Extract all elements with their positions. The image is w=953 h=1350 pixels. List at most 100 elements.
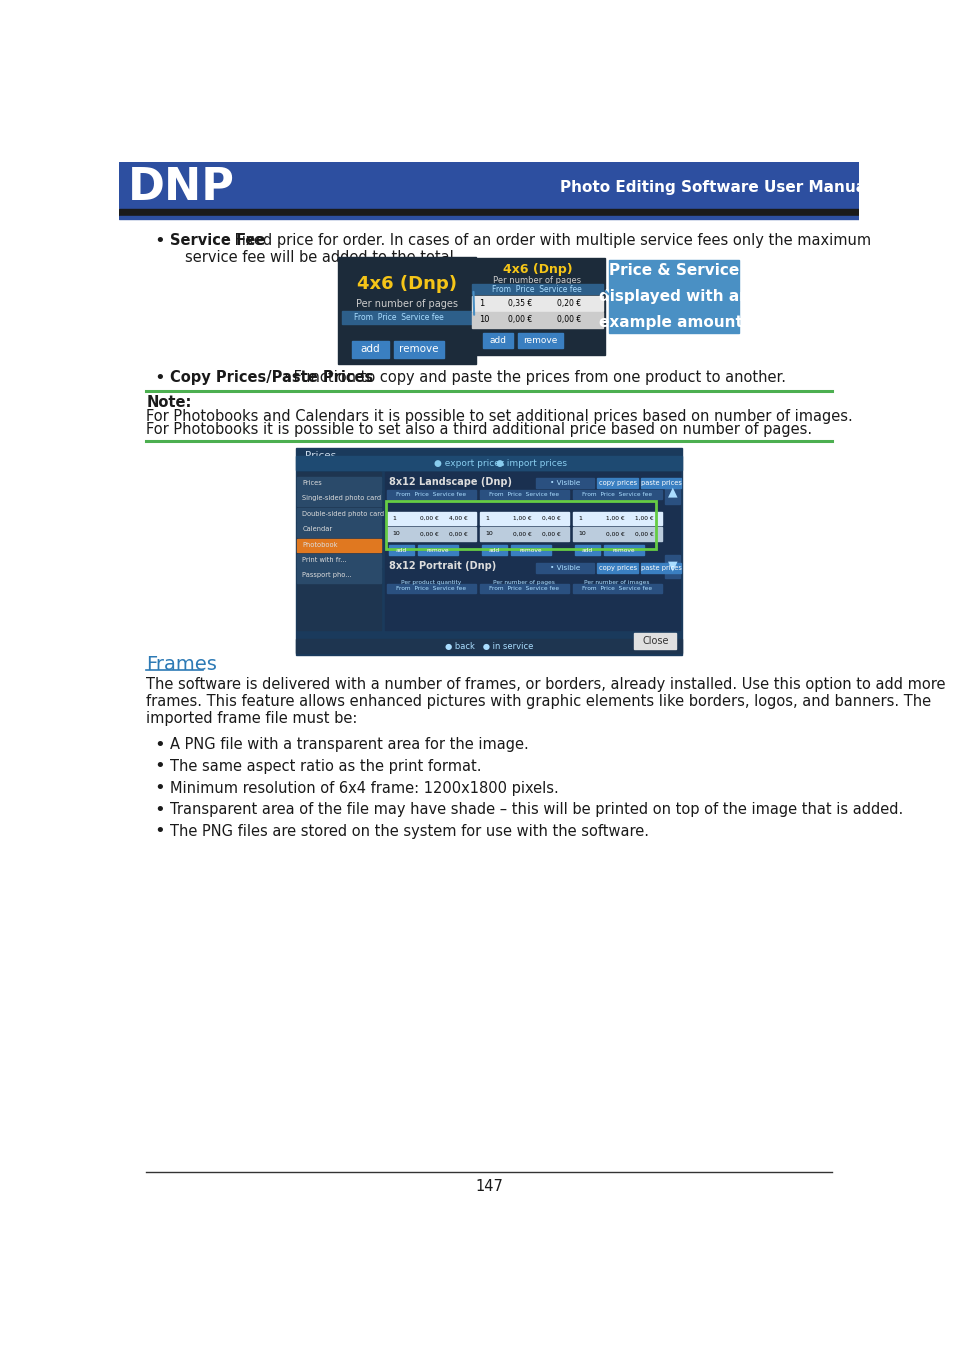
Bar: [386, 490, 476, 500]
Text: From  Price  Service fee: From Price Service fee: [354, 313, 443, 323]
Bar: [295, 456, 681, 470]
Text: 10: 10: [478, 316, 489, 324]
Text: From  Price  Service fee: From Price Service fee: [395, 493, 466, 497]
Text: 0,00 €: 0,00 €: [635, 532, 654, 536]
Bar: [479, 585, 568, 593]
Bar: [119, 162, 858, 208]
Bar: [385, 471, 679, 630]
Text: Transparent area of the file may have shade – this will be printed on top of the: Transparent area of the file may have sh…: [170, 802, 902, 817]
Text: : Function to copy and paste the prices from one product to another.: : Function to copy and paste the prices …: [284, 370, 785, 385]
Bar: [297, 477, 381, 491]
Bar: [417, 545, 457, 555]
Text: 0,00 €: 0,00 €: [449, 532, 468, 536]
Text: Frames: Frames: [146, 655, 217, 674]
Text: 0,00 €: 0,00 €: [507, 316, 532, 324]
Text: : Fixed price for order. In cases of an order with multiple service fees only th: : Fixed price for order. In cases of an …: [225, 234, 871, 248]
Text: 10: 10: [485, 532, 493, 536]
Text: Double-sided photo card: Double-sided photo card: [302, 510, 384, 517]
Text: add: add: [488, 548, 499, 552]
Text: ● back   ● in service: ● back ● in service: [444, 641, 533, 651]
Bar: [295, 448, 681, 655]
Text: Calendar: Calendar: [302, 526, 332, 532]
Bar: [479, 490, 568, 500]
Text: 1,00 €: 1,00 €: [635, 516, 654, 521]
Bar: [536, 478, 594, 489]
Bar: [633, 633, 676, 648]
Text: remove: remove: [398, 344, 437, 354]
Text: 0,00 €: 0,00 €: [513, 532, 531, 536]
Bar: [297, 524, 381, 537]
Text: From  Price  Service fee: From Price Service fee: [581, 586, 652, 591]
Text: Photo Editing Software User Manual: Photo Editing Software User Manual: [559, 180, 871, 194]
Text: 8x12 Landscape (Dnp): 8x12 Landscape (Dnp): [389, 477, 512, 486]
Text: • Visible: • Visible: [549, 481, 579, 486]
Text: 0,00 €: 0,00 €: [605, 532, 624, 536]
Text: remove: remove: [612, 548, 635, 552]
Text: •: •: [154, 232, 165, 250]
Bar: [664, 555, 679, 578]
Bar: [483, 333, 513, 348]
Bar: [297, 554, 381, 568]
Text: Service Fee: Service Fee: [170, 234, 265, 248]
Text: •: •: [154, 779, 165, 796]
Text: frames. This feature allows enhanced pictures with graphic elements like borders: frames. This feature allows enhanced pic…: [146, 694, 930, 709]
Text: For Photobooks it is possible to set also a third additional price based on numb: For Photobooks it is possible to set als…: [146, 423, 812, 437]
Text: Print with fr...: Print with fr...: [302, 558, 346, 563]
Bar: [640, 478, 680, 489]
Bar: [394, 340, 443, 358]
Bar: [389, 545, 414, 555]
Text: 1,00 €: 1,00 €: [605, 516, 624, 521]
Bar: [341, 312, 472, 324]
Text: Note:: Note:: [146, 394, 192, 410]
Bar: [297, 493, 381, 506]
Text: 1,00 €: 1,00 €: [513, 516, 531, 521]
Bar: [119, 216, 858, 219]
Text: add: add: [581, 548, 593, 552]
Text: ▼: ▼: [667, 560, 677, 572]
Text: 0,40 €: 0,40 €: [541, 516, 560, 521]
Text: Per number of pages: Per number of pages: [493, 277, 580, 285]
Text: 0,00 €: 0,00 €: [419, 532, 438, 536]
Text: •: •: [154, 822, 165, 840]
Text: 0,20 €: 0,20 €: [557, 300, 580, 308]
Bar: [352, 340, 389, 358]
Text: Per product quantity: Per product quantity: [400, 580, 461, 585]
Text: ● export prices: ● export prices: [434, 459, 504, 467]
Text: 4,00 €: 4,00 €: [449, 516, 468, 521]
Bar: [572, 490, 661, 500]
Text: 1: 1: [478, 300, 483, 308]
Bar: [119, 209, 858, 216]
Text: 0,00 €: 0,00 €: [556, 316, 580, 324]
Text: 4x6 (Dnp): 4x6 (Dnp): [356, 275, 456, 293]
Text: remove: remove: [522, 336, 557, 346]
Text: paste prices: paste prices: [639, 564, 680, 571]
Text: imported frame file must be:: imported frame file must be:: [146, 711, 357, 726]
Text: For Photobooks and Calendars it is possible to set additional prices based on nu: For Photobooks and Calendars it is possi…: [146, 409, 852, 424]
Bar: [572, 526, 661, 541]
Text: Close: Close: [641, 636, 668, 645]
Text: remove: remove: [519, 548, 541, 552]
Text: Minimum resolution of 6x4 frame: 1200x1800 pixels.: Minimum resolution of 6x4 frame: 1200x18…: [170, 780, 558, 795]
Bar: [295, 640, 681, 653]
Text: The same aspect ratio as the print format.: The same aspect ratio as the print forma…: [170, 759, 480, 774]
Text: The software is delivered with a number of frames, or borders, already installed: The software is delivered with a number …: [146, 678, 944, 693]
Text: ● import prices: ● import prices: [496, 459, 566, 467]
Bar: [510, 545, 550, 555]
Text: Copy Prices/Paste Prices: Copy Prices/Paste Prices: [170, 370, 373, 385]
Text: paste prices: paste prices: [639, 481, 680, 486]
Text: 1: 1: [578, 516, 582, 521]
Text: add: add: [489, 336, 506, 346]
Bar: [386, 585, 476, 593]
Bar: [472, 284, 602, 294]
Text: 10: 10: [393, 532, 400, 536]
Text: The PNG files are stored on the system for use with the software.: The PNG files are stored on the system f…: [170, 824, 648, 838]
Text: From  Price  Service fee: From Price Service fee: [581, 493, 652, 497]
Text: ▲: ▲: [667, 486, 677, 500]
Bar: [386, 512, 476, 525]
Text: add: add: [360, 344, 379, 354]
Text: DNP: DNP: [128, 166, 234, 209]
Bar: [337, 258, 476, 363]
Text: 1: 1: [393, 516, 396, 521]
Text: Passport pho...: Passport pho...: [302, 572, 352, 579]
Bar: [603, 545, 643, 555]
